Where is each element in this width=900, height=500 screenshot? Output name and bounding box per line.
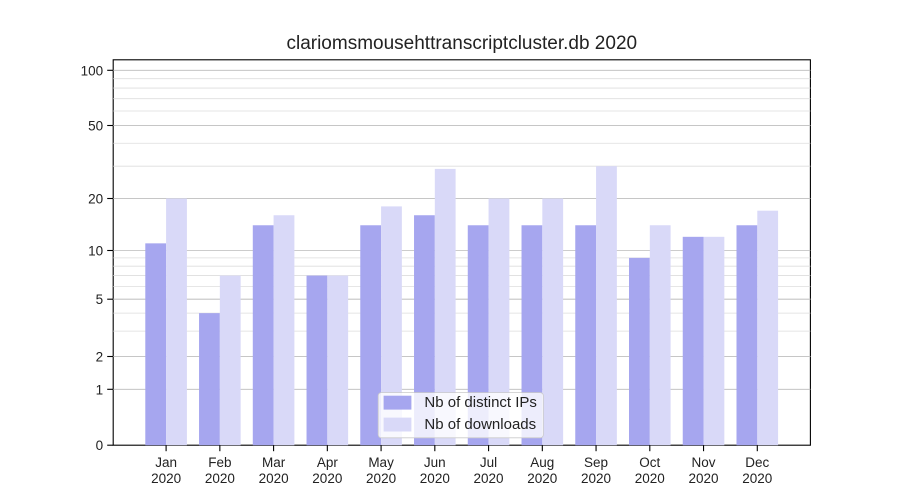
svg-text:Aug: Aug (530, 455, 554, 470)
svg-text:2020: 2020 (420, 471, 450, 486)
svg-text:2020: 2020 (259, 471, 289, 486)
svg-text:10: 10 (88, 244, 103, 259)
svg-text:Jan: Jan (155, 455, 177, 470)
svg-text:100: 100 (81, 63, 104, 78)
svg-text:2020: 2020 (205, 471, 235, 486)
svg-text:2020: 2020 (689, 471, 719, 486)
svg-text:2020: 2020 (635, 471, 665, 486)
svg-text:1: 1 (96, 382, 104, 397)
svg-text:2020: 2020 (151, 471, 181, 486)
svg-text:Apr: Apr (317, 455, 339, 470)
svg-text:Nb of downloads: Nb of downloads (424, 416, 536, 433)
svg-text:Jun: Jun (424, 455, 446, 470)
svg-text:Mar: Mar (262, 455, 286, 470)
svg-text:2020: 2020 (527, 471, 557, 486)
svg-text:Oct: Oct (639, 455, 660, 470)
svg-text:Dec: Dec (745, 455, 769, 470)
svg-text:50: 50 (88, 119, 103, 134)
svg-text:May: May (368, 455, 394, 470)
svg-text:2020: 2020 (742, 471, 772, 486)
svg-text:Nb of distinct IPs: Nb of distinct IPs (424, 394, 537, 411)
svg-text:2020: 2020 (312, 471, 342, 486)
svg-text:5: 5 (96, 292, 104, 307)
svg-text:Jul: Jul (480, 455, 497, 470)
svg-text:2020: 2020 (581, 471, 611, 486)
svg-text:2020: 2020 (474, 471, 504, 486)
svg-text:0: 0 (96, 438, 104, 453)
svg-text:Feb: Feb (208, 455, 231, 470)
svg-text:2: 2 (96, 350, 104, 365)
svg-text:Sep: Sep (584, 455, 608, 470)
svg-text:2020: 2020 (366, 471, 396, 486)
svg-text:20: 20 (88, 192, 103, 207)
svg-text:Nov: Nov (692, 455, 716, 470)
